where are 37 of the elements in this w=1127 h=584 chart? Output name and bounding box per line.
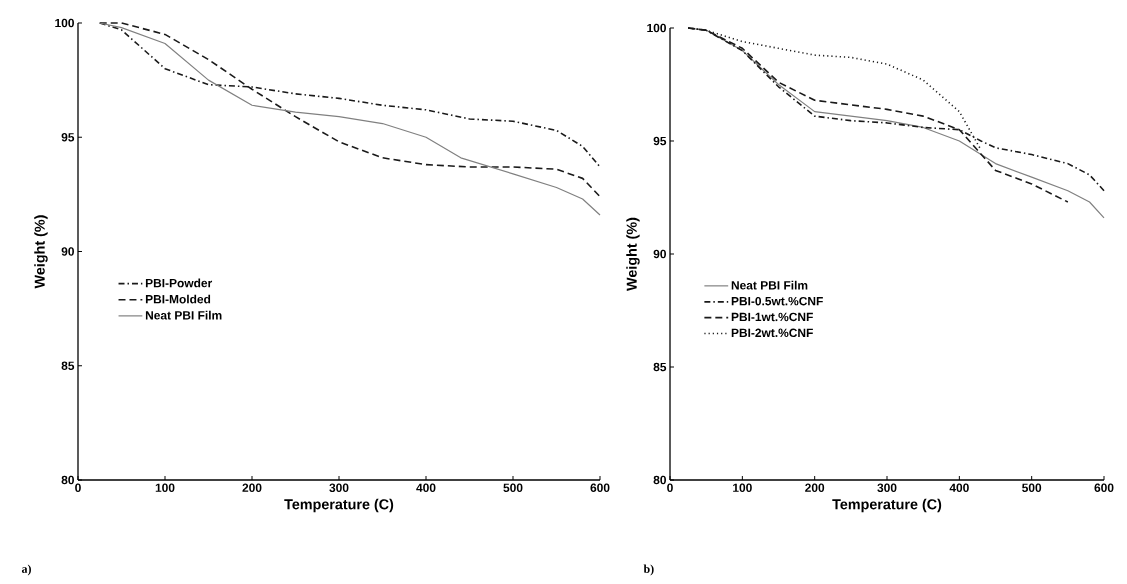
y-axis-title: Weight (%)	[626, 217, 640, 291]
x-tick-label: 300	[877, 483, 897, 493]
x-tick-label: 200	[805, 483, 825, 492]
y-tick-label: 80	[61, 475, 74, 485]
x-tick-label: 0	[667, 483, 673, 492]
legend-label: Neat PBI Film	[731, 280, 808, 290]
x-tick-label: 500	[1022, 483, 1042, 492]
x-tick-label: 600	[590, 483, 610, 492]
text: a)	[21, 564, 31, 576]
y-tick-label: 90	[653, 249, 666, 259]
x-tick-label: 300	[329, 483, 349, 493]
x-tick-label: 100	[155, 483, 175, 492]
y-tick-label: 80	[653, 475, 666, 485]
x-tick-label: 200	[242, 483, 262, 492]
x-axis-title: Temperature (C)	[284, 498, 394, 513]
y-tick-label: 85	[61, 361, 75, 370]
x-tick-label: 400	[416, 483, 436, 492]
x-tick-label: 600	[1094, 483, 1114, 492]
legend-label: PBI-Powder	[145, 278, 213, 288]
x-tick-label: 500	[503, 483, 523, 492]
y-tick-label: 95	[61, 133, 75, 142]
x-tick-label: 400	[949, 483, 969, 492]
legend-label: Neat PBI Film	[145, 310, 222, 320]
y-tick-label: 90	[61, 247, 74, 256]
legend-label: PBI-2wt.%CNF	[731, 328, 813, 338]
y-tick-label: 95	[653, 136, 667, 146]
text: b)	[643, 564, 654, 576]
legend-label: PBI-1wt.%CNF	[731, 312, 813, 322]
y-tick-label: 85	[653, 362, 667, 372]
x-tick-label: 0	[75, 483, 81, 492]
y-axis-title: Weight (%)	[34, 215, 48, 289]
legend-label: PBI-Molded	[145, 294, 211, 304]
x-tick-label: 100	[733, 483, 752, 492]
y-tick-label: 100	[647, 23, 666, 33]
legend-label: PBI-0.5wt.%CNF	[731, 296, 823, 306]
y-tick-label: 100	[55, 18, 74, 28]
x-axis-title: Temperature (C)	[832, 498, 942, 513]
